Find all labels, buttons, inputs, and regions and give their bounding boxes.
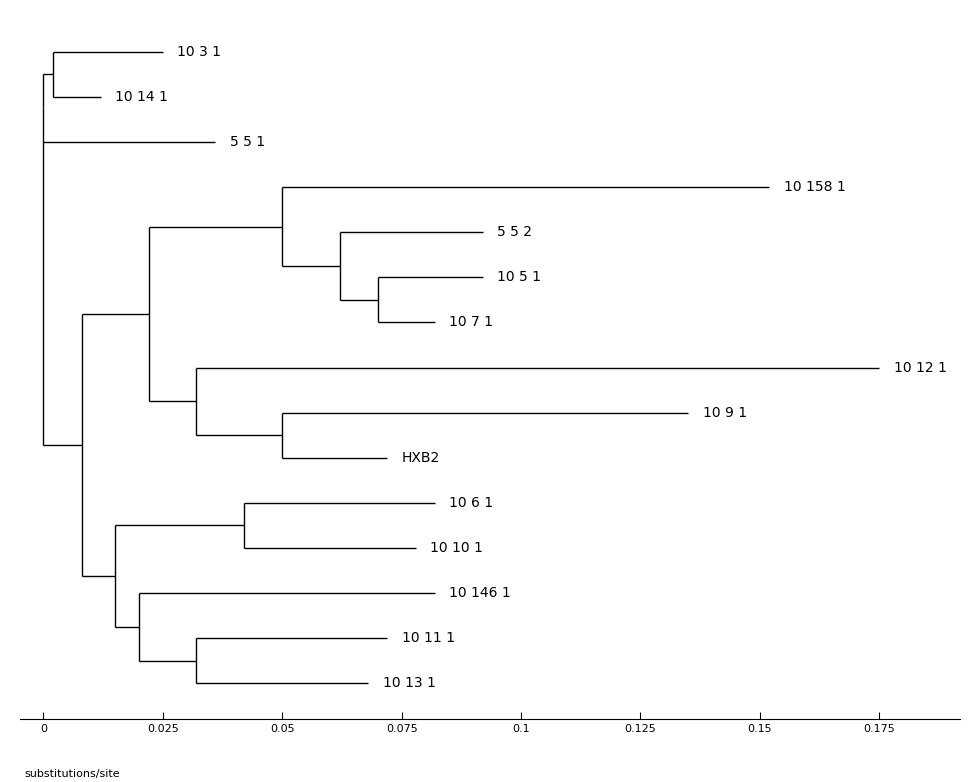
Text: 10 11 1: 10 11 1: [402, 631, 455, 645]
Text: HXB2: HXB2: [402, 450, 440, 465]
Text: 5 5 2: 5 5 2: [497, 225, 532, 239]
Text: 10 7 1: 10 7 1: [450, 315, 493, 329]
Text: 10 5 1: 10 5 1: [497, 271, 541, 285]
Text: 10 146 1: 10 146 1: [450, 586, 512, 600]
Text: 10 6 1: 10 6 1: [450, 496, 494, 510]
Text: substitutions/site: substitutions/site: [24, 769, 120, 779]
Text: 10 9 1: 10 9 1: [703, 406, 747, 420]
Text: 10 3 1: 10 3 1: [177, 45, 221, 59]
Text: 10 158 1: 10 158 1: [784, 180, 846, 194]
Text: 10 14 1: 10 14 1: [115, 90, 168, 104]
Text: 10 12 1: 10 12 1: [894, 361, 947, 375]
Text: 5 5 1: 5 5 1: [229, 135, 265, 149]
Text: 10 10 1: 10 10 1: [430, 541, 483, 555]
Text: 10 13 1: 10 13 1: [382, 676, 435, 691]
